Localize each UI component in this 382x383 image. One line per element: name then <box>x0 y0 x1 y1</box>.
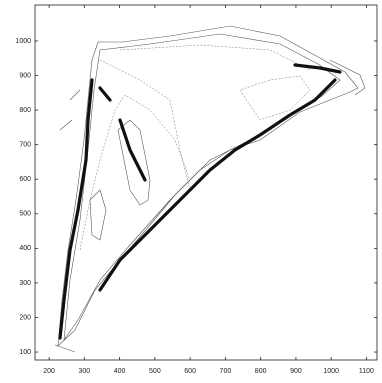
x-tick-label: 1000 <box>323 368 339 375</box>
x-tick-label: 500 <box>149 368 161 375</box>
x-tick-label: 700 <box>220 368 232 375</box>
y-tick-label: 400 <box>19 245 31 252</box>
y-tick-label: 800 <box>19 107 31 114</box>
y-tick-label: 600 <box>19 176 31 183</box>
x-tick-label: 300 <box>79 368 91 375</box>
x-tick-label: 600 <box>184 368 196 375</box>
y-tick-label: 300 <box>19 280 31 287</box>
x-tick-label: 200 <box>43 368 55 375</box>
shoreline-contours <box>54 25 366 353</box>
y-tick-label: 700 <box>19 141 31 148</box>
x-tick-label: 400 <box>114 368 126 375</box>
y-tick-label: 900 <box>19 72 31 79</box>
y-tick-label: 100 <box>19 349 31 356</box>
x-tick-label: 800 <box>255 368 267 375</box>
y-tick-label: 1000 <box>15 38 31 45</box>
y-tick-label: 200 <box>19 314 31 321</box>
plot-frame <box>34 4 378 361</box>
y-tick-label: 500 <box>19 211 31 218</box>
x-tick-label: 900 <box>290 368 302 375</box>
x-tick-label: 1100 <box>359 368 374 375</box>
